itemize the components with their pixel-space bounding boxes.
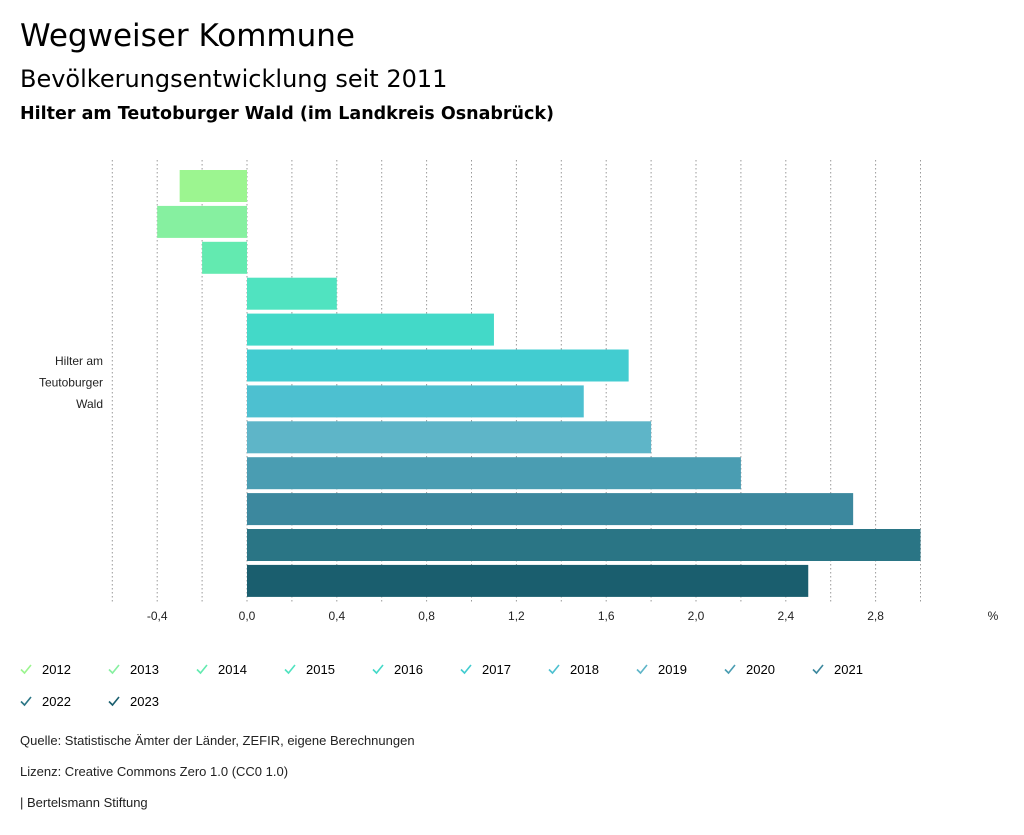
legend-item-2016[interactable]: 2016 [372,658,423,680]
bar-2014[interactable] [202,241,247,274]
check-icon [20,664,32,675]
legend-label: 2015 [306,661,335,677]
x-tick-label: 2,4 [777,609,794,623]
check-icon [196,664,208,675]
source-note: Quelle: Statistische Ämter der Länder, Z… [20,733,415,748]
x-tick-label: 1,6 [598,609,615,623]
bar-2016[interactable] [247,313,494,346]
legend-item-2017[interactable]: 2017 [460,658,511,680]
category-label-line: Hilter am [55,354,103,368]
legend-label: 2016 [394,661,423,677]
bar-2015[interactable] [247,277,337,310]
x-tick-label: 1,2 [508,609,525,623]
legend-item-2022[interactable]: 2022 [20,690,71,712]
check-icon [20,696,32,707]
legend-item-2013[interactable]: 2013 [108,658,159,680]
region-heading: Hilter am Teutoburger Wald (im Landkreis… [20,104,555,124]
x-tick-label: 0,8 [418,609,435,623]
category-label: Hilter am Teutoburger Wald [39,354,103,411]
legend-item-2014[interactable]: 2014 [196,658,247,680]
check-icon [372,664,384,675]
category-label-line: Wald [76,397,103,411]
legend-label: 2022 [42,693,71,709]
legend-item-2020[interactable]: 2020 [724,658,775,680]
legend-label: 2013 [130,661,159,677]
legend-item-2012[interactable]: 2012 [20,658,71,680]
bar-2019[interactable] [247,421,652,454]
x-tick-labels: -0,4 0,0 0,4 0,8 1,2 1,6 2,0 2,4 2,8 [147,609,884,623]
bar-2022[interactable] [247,529,921,561]
legend-label: 2019 [658,661,687,677]
page-title: Wegweiser Kommune [20,18,355,54]
check-icon [108,664,120,675]
bars [157,170,921,597]
x-tick-label: 2,0 [688,609,705,623]
bar-2020[interactable] [247,457,741,490]
legend-label: 2012 [42,661,71,677]
bar-2013[interactable] [157,205,247,238]
check-icon [724,664,736,675]
legend-item-2015[interactable]: 2015 [284,658,335,680]
check-icon [636,664,648,675]
legend-label: 2021 [834,661,863,677]
legend-label: 2014 [218,661,247,677]
x-tick-label: 0,0 [239,609,256,623]
check-icon [548,664,560,675]
bar-2012[interactable] [179,170,247,202]
legend-item-2021[interactable]: 2021 [812,658,863,680]
publisher-note: | Bertelsmann Stiftung [20,795,148,810]
chart-subtitle: Bevölkerungsentwicklung seit 2011 [20,65,448,93]
license-note: Lizenz: Creative Commons Zero 1.0 (CC0 1… [20,764,289,779]
bar-2017[interactable] [247,349,629,382]
category-label-line: Teutoburger [39,376,103,390]
legend-label: 2020 [746,661,775,677]
x-tick-label: -0,4 [147,609,168,623]
bar-2021[interactable] [247,493,854,526]
check-icon [284,664,296,675]
legend-label: 2023 [130,693,159,709]
legend-item-2019[interactable]: 2019 [636,658,687,680]
x-tick-label: 2,8 [867,609,884,623]
legend-label: 2018 [570,661,599,677]
x-axis-unit-label: % [988,609,999,623]
bar-2023[interactable] [247,564,809,597]
bar-chart: -0,4 0,0 0,4 0,8 1,2 1,6 2,0 2,4 2,8 Hilter am Te… [39,160,999,623]
check-icon [812,664,824,675]
check-icon [460,664,472,675]
legend-item-2018[interactable]: 2018 [548,658,599,680]
check-icon [108,696,120,707]
legend-label: 2017 [482,661,511,677]
legend-item-2023[interactable]: 2023 [108,690,159,712]
x-tick-label: 0,4 [328,609,345,623]
bar-2018[interactable] [247,385,584,418]
